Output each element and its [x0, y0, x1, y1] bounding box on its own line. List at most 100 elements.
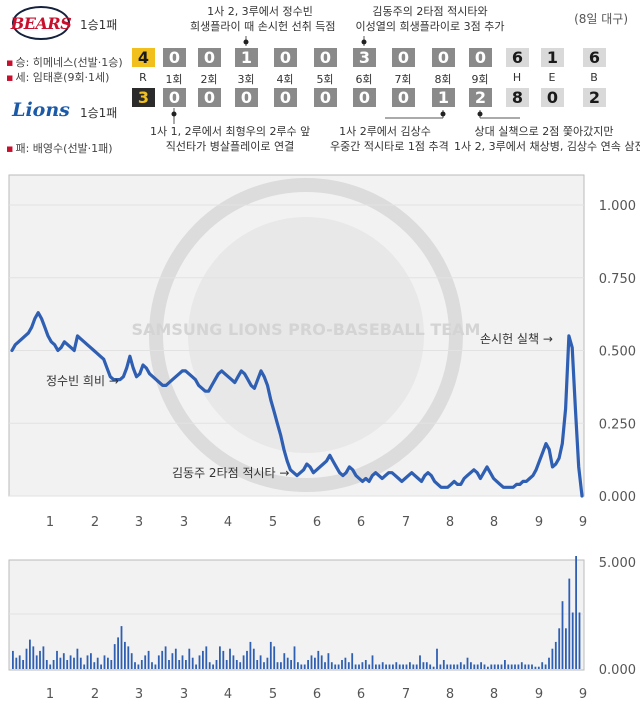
leverage-bar: [429, 664, 432, 669]
leverage-bar: [500, 664, 503, 669]
leverage-bar: [453, 664, 455, 669]
leverage-bar: [344, 657, 347, 669]
leverage-bar: [113, 644, 116, 669]
connector-dot-ninth-bottom: [477, 111, 483, 117]
leverage-bar: [66, 660, 69, 669]
win-probability-line: [10, 311, 584, 498]
leverage-bar: [385, 664, 387, 669]
leverage-bar: [171, 653, 174, 669]
leverage-bar: [235, 660, 238, 669]
inning-2-label: 2회: [200, 73, 218, 86]
win-pitcher: ▪ 승: 히메네스(선발·1승): [6, 56, 123, 69]
leverage-bar: [442, 660, 445, 669]
leverage-bar: [219, 646, 221, 669]
line-x-tick-label: 5: [269, 515, 277, 530]
leverage-bar: [395, 662, 398, 669]
leverage-bar: [307, 660, 309, 669]
watermark-disc: [188, 217, 424, 453]
home-runs-cell: 3: [132, 88, 155, 107]
leverage-bar: [480, 662, 482, 669]
leverage-bar: [283, 653, 286, 669]
line-x-tick-label: 3: [135, 515, 143, 530]
leverage-bar: [185, 660, 187, 669]
leverage-bar: [459, 662, 462, 669]
leverage-bar: [473, 664, 476, 669]
leverage-bar: [191, 657, 194, 669]
leverage-bar: [256, 660, 259, 669]
note-connectors: [171, 36, 520, 124]
leverage-bar: [351, 653, 354, 669]
leverage-bar: [324, 662, 326, 669]
home-hits-cell: 8: [506, 88, 529, 107]
leverage-bar: [178, 660, 181, 669]
inning-8-label: 8회: [434, 73, 452, 86]
leverage-bar: [215, 660, 218, 669]
bar-x-tick-label: 2: [91, 687, 99, 702]
leverage-bar: [124, 641, 126, 669]
bar-x-tick-label: 3: [135, 687, 143, 702]
away-inning-5-cell: 0: [314, 48, 337, 67]
leverage-bar: [174, 648, 177, 669]
bar-x-tick-label: 5: [269, 687, 277, 702]
leverage-bar: [242, 655, 245, 669]
line-x-tick-label: 9: [535, 515, 543, 530]
leverage-bar: [32, 646, 35, 669]
line-x-tick-label: 7: [402, 515, 410, 530]
home-walks-cell: 2: [583, 88, 606, 107]
leverage-bar: [330, 662, 333, 669]
home-record: 1승1패: [80, 106, 118, 120]
home-inning-6-cell: 0: [353, 88, 376, 107]
leverage-bar: [490, 664, 493, 669]
leverage-bar: [130, 653, 133, 669]
leverage-bar: [388, 664, 391, 669]
leverage-bar: [42, 646, 45, 669]
leverage-bar: [208, 662, 211, 669]
leverage-bar: [35, 655, 38, 669]
leverage-bar: [205, 646, 208, 669]
line-y-tick-label: 1.000: [599, 199, 636, 214]
away-record: 1승1패: [80, 18, 118, 32]
line-y-tick-label: 0.750: [599, 272, 636, 287]
leverage-bar: [531, 664, 533, 669]
leverage-bar: [347, 662, 350, 669]
away-inning-2-cell: 0: [198, 48, 221, 67]
inning-9-label: 9회: [471, 73, 489, 86]
leverage-bar: [25, 648, 28, 669]
leverage-bar: [514, 664, 516, 669]
leverage-bar: [107, 657, 109, 669]
leverage-bar: [269, 641, 272, 669]
leverage-bar: [415, 664, 418, 669]
leverage-bar: [276, 662, 279, 669]
home-inning-3-cell: 0: [235, 88, 258, 107]
leverage-bar: [361, 662, 364, 669]
connector-dot-eighth-bottom: [440, 111, 446, 117]
leverage-bar-chart: 5.000 0.000 1 2 3 3 4 5 6 6 7 8 8 9 9: [8, 556, 636, 702]
line-x-tick-label: 4: [224, 515, 232, 530]
leverage-bar: [568, 578, 571, 669]
leverage-bar: [405, 664, 408, 669]
away-inning-7-cell: 0: [392, 48, 415, 67]
leverage-bar: [263, 662, 265, 669]
leverage-bar: [317, 650, 320, 669]
leverage-bar: [246, 650, 248, 669]
bar-y-tick-label: 5.000: [599, 556, 636, 571]
away-inning-6-cell: 3: [353, 48, 376, 67]
hits-label: H: [512, 71, 522, 84]
leverage-bar: [49, 664, 52, 669]
leverage-bar: [229, 648, 231, 669]
home-inning-8-cell: 1: [432, 88, 455, 107]
leverage-bar: [497, 664, 499, 669]
leverage-bar: [534, 666, 537, 669]
leverage-bar: [222, 650, 225, 669]
leverage-bar: [280, 662, 282, 669]
connector-dot-third-top: [243, 39, 249, 45]
leverage-bar: [157, 655, 160, 669]
bar-x-tick-label: 4: [224, 687, 232, 702]
line-x-tick-label: 2: [91, 515, 99, 530]
leverage-bar: [409, 662, 411, 669]
leverage-bar: [52, 660, 55, 669]
walks-label: B: [590, 71, 598, 84]
leverage-bar: [83, 664, 86, 669]
leverage-bar: [436, 648, 438, 669]
leverage-bar: [470, 662, 472, 669]
